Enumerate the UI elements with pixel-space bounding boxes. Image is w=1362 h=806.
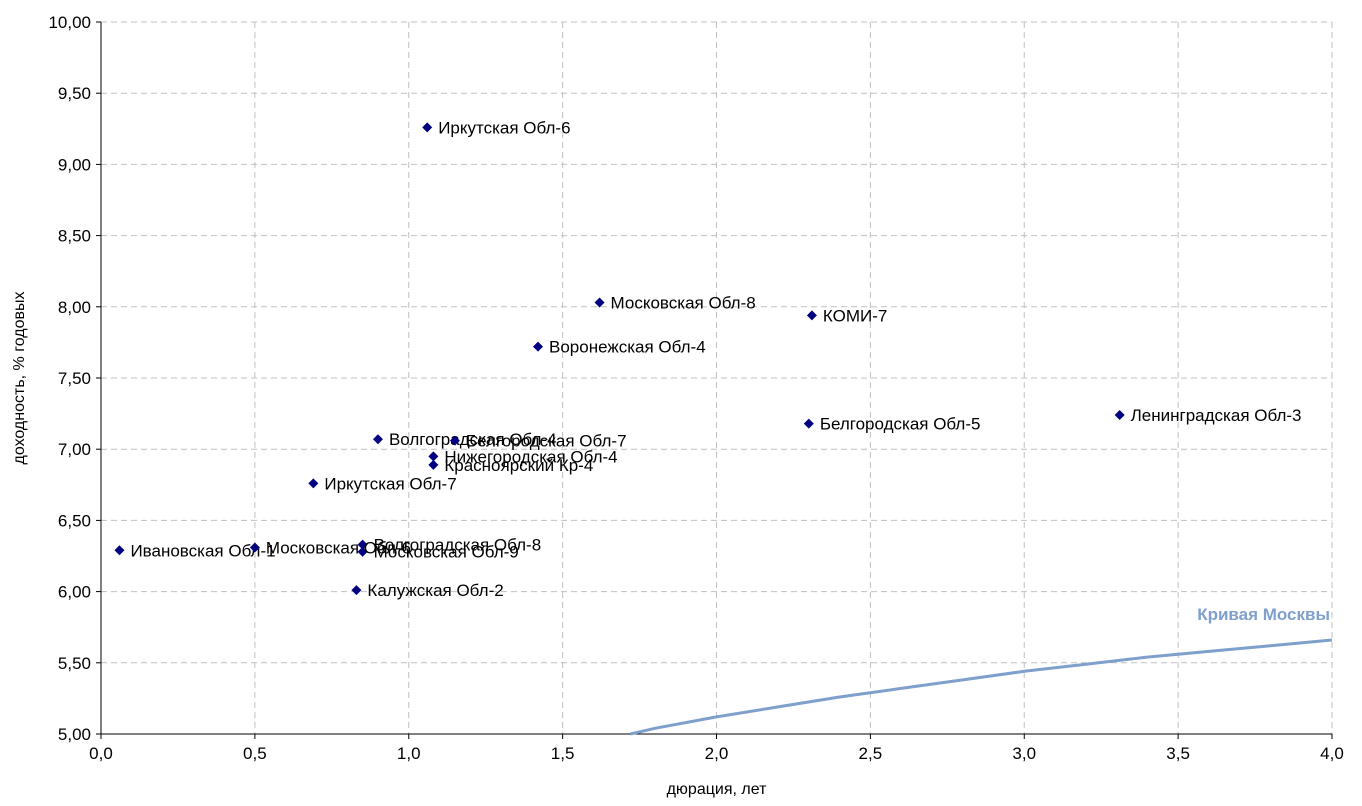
y-tick-label: 6,50 [58, 511, 91, 530]
point-label: Московская Обл-6 [266, 538, 411, 557]
x-tick-label: 0,5 [243, 744, 267, 763]
x-tick-label: 2,5 [859, 744, 883, 763]
point-marker [357, 546, 368, 557]
data-point: КОМИ-7 [806, 306, 887, 325]
y-tick-label: 5,00 [58, 725, 91, 744]
data-point: Красноярский Кр-4 [428, 456, 593, 475]
point-marker [422, 122, 433, 133]
point-label: Калужская Обл-2 [367, 581, 503, 600]
data-point: Иркутская Обл-7 [308, 474, 457, 493]
x-tick-label: 2,0 [705, 744, 729, 763]
y-axis-title: доходность, % годовых [11, 292, 28, 465]
y-tick-label: 10,00 [48, 13, 91, 32]
point-marker [114, 545, 125, 556]
data-point: Белгородская Обл-5 [803, 415, 981, 434]
y-tick-label: 9,00 [58, 155, 91, 174]
y-tick-label: 8,50 [58, 227, 91, 246]
data-point: Московская Обл-8 [594, 294, 756, 313]
point-marker [594, 297, 605, 308]
point-marker [249, 542, 260, 553]
point-marker [803, 418, 814, 429]
data-point: Волгоградская Обл-8 [357, 536, 542, 555]
point-label: Красноярский Кр-4 [444, 456, 593, 475]
point-label: Ивановская Обл-1 [130, 541, 275, 560]
grid [101, 21, 1333, 734]
point-label: Московская Обл-9 [374, 543, 519, 562]
x-tick-label: 3,0 [1012, 744, 1036, 763]
point-label: Белгородская Обл-7 [466, 432, 627, 451]
data-point: Иркутская Обл-6 [422, 118, 571, 137]
x-tick-label: 1,0 [397, 744, 421, 763]
data-point: Ивановская Обл-1 [114, 541, 276, 560]
point-label: Волгоградская Обл-4 [389, 430, 557, 449]
axes [96, 21, 1333, 739]
y-tick-label: 7,00 [58, 440, 91, 459]
data-point: Воронежская Обл-4 [533, 338, 706, 357]
y-tick-label: 8,00 [58, 298, 91, 317]
moscow-curve-line [629, 638, 1333, 736]
curve-layer: Кривая Москвы [629, 605, 1333, 736]
point-label: КОМИ-7 [823, 306, 887, 325]
point-marker [428, 451, 439, 462]
x-axis-title: дюрация, лет [667, 781, 767, 798]
point-marker [1114, 410, 1125, 421]
point-label: Волгоградская Обл-8 [374, 536, 542, 555]
point-label: Иркутская Обл-7 [324, 474, 456, 493]
point-marker [533, 341, 544, 352]
point-label: Воронежская Обл-4 [549, 338, 706, 357]
point-marker [449, 435, 460, 446]
point-label: Московская Обл-8 [611, 294, 756, 313]
x-tick-label: 0,0 [89, 744, 113, 763]
point-label: Нижегородская Обл-4 [444, 447, 617, 466]
y-tick-label: 5,50 [58, 654, 91, 673]
point-marker [351, 585, 362, 596]
point-marker [806, 310, 817, 321]
point-marker [428, 459, 439, 470]
data-point: Волгоградская Обл-4 [372, 430, 557, 449]
curve-label: Кривая Москвы [1197, 605, 1330, 624]
points-layer: Иркутская Обл-6 Московская Обл-8 КОМИ-7 Вор… [114, 118, 1301, 600]
y-tick-label: 9,50 [58, 84, 91, 103]
point-label: Ленинградская Обл-3 [1131, 406, 1302, 425]
y-tick-label: 7,50 [58, 369, 91, 388]
data-point: Московская Обл-9 [357, 543, 519, 562]
point-label: Иркутская Обл-6 [438, 118, 570, 137]
point-label: Белгородская Обл-5 [820, 415, 981, 434]
data-point: Московская Обл-6 [249, 538, 411, 557]
x-tick-label: 1,5 [551, 744, 575, 763]
point-marker [372, 434, 383, 445]
data-point: Ленинградская Обл-3 [1114, 406, 1302, 425]
y-tick-label: 6,00 [58, 583, 91, 602]
point-marker [357, 539, 368, 550]
x-tick-label: 4,0 [1320, 744, 1344, 763]
data-point: Белгородская Обл-7 [449, 432, 627, 451]
tick-labels: 0,0 0,5 1,0 1,5 2,0 2,5 3,0 3,5 4,0 5,00 5,50 6,00 6… [48, 13, 1343, 763]
x-tick-label: 3,5 [1166, 744, 1190, 763]
data-point: Нижегородская Обл-4 [428, 447, 618, 466]
point-marker [308, 478, 319, 489]
data-point: Калужская Обл-2 [351, 581, 504, 600]
